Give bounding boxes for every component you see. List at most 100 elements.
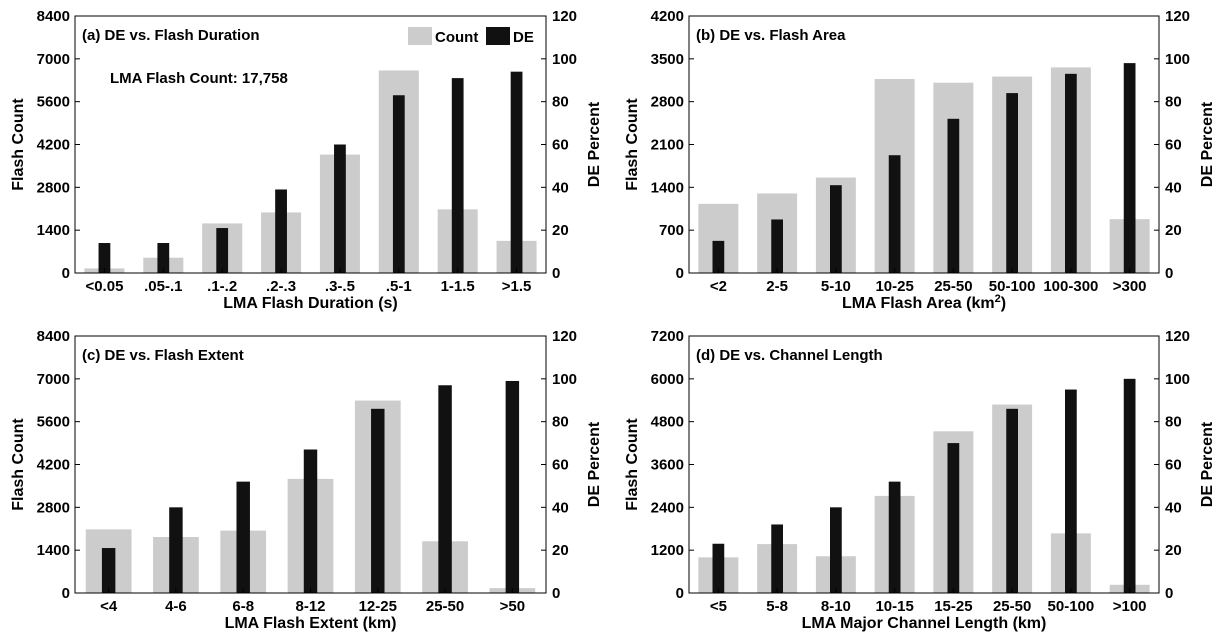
y-axis-title: Flash Count: [624, 98, 641, 191]
left-tick-label: 3600: [651, 457, 684, 474]
x-tick-label: 50-100: [1048, 598, 1095, 615]
right-tick-label: 60: [552, 457, 569, 474]
right-tick-label: 100: [552, 371, 577, 388]
right-tick-label: 80: [552, 94, 569, 111]
de-bar: [830, 185, 842, 273]
de-bar: [275, 189, 287, 273]
de-bar: [169, 507, 183, 593]
de-bar: [1123, 63, 1136, 273]
chart-panel-2: 0 700 1400 2100 2800 3500 4200 0 20 40 60 80 100 120 <…: [624, 8, 1216, 312]
x-axis-title: LMA Flash Area (km2): [842, 293, 1006, 312]
x-tick-label: <2: [710, 278, 727, 295]
x-tick-label: 50-100: [989, 278, 1036, 295]
y2-axis-title: DE Percent: [1199, 421, 1216, 507]
x-tick-label: <5: [710, 598, 727, 615]
panel-title: (b) DE vs. Flash Area: [696, 27, 846, 44]
right-tick-label: 120: [1165, 328, 1190, 345]
right-tick-label: 80: [1165, 414, 1182, 431]
y2-axis-title: DE Percent: [586, 101, 603, 187]
legend-count-label: Count: [435, 29, 478, 46]
de-bar: [1065, 73, 1077, 273]
chart-panel-4: 0 1200 2400 3600 4800 6000 7200 0 20 40 60 80 100 120…: [624, 328, 1216, 632]
right-tick-label: 20: [1165, 542, 1182, 559]
left-tick-label: 5600: [37, 94, 70, 111]
x-axis-title: LMA Major Channel Length (km): [802, 615, 1047, 632]
de-bar: [1065, 389, 1077, 593]
left-tick-label: 2400: [651, 499, 684, 516]
x-tick-label: >100: [1113, 598, 1147, 615]
left-tick-label: 0: [62, 585, 70, 602]
right-tick-label: 0: [552, 265, 560, 282]
de-bar: [712, 543, 725, 593]
x-tick-label: >50: [500, 598, 525, 615]
panel-title: (d) DE vs. Channel Length: [696, 347, 883, 364]
left-tick-label: 2800: [37, 499, 70, 516]
right-tick-label: 40: [552, 499, 569, 516]
de-bar: [830, 507, 842, 593]
y-axis-title: Flash Count: [624, 418, 641, 511]
right-tick-label: 40: [1165, 179, 1182, 196]
de-bar: [334, 144, 346, 273]
left-tick-label: 0: [676, 265, 684, 282]
left-tick-label: 7000: [37, 371, 70, 388]
left-tick-label: 4200: [37, 137, 70, 154]
chart-panel-1: 0 1400 2800 4200 5600 7000 8400 0 20 40 60 80 100 120…: [10, 8, 603, 312]
x-tick-label: .5-1: [386, 278, 412, 295]
panel-title: (a) DE vs. Flash Duration: [82, 27, 260, 44]
y-axis-title: Flash Count: [10, 418, 27, 511]
de-bar: [771, 219, 783, 273]
left-tick-label: 7000: [37, 51, 70, 68]
left-tick-label: 4800: [651, 414, 684, 431]
left-tick-label: 8400: [37, 328, 70, 345]
right-tick-label: 40: [1165, 499, 1182, 516]
right-tick-label: 60: [1165, 457, 1182, 474]
legend-de-label: DE: [513, 29, 534, 46]
x-tick-label: <0.05: [85, 278, 123, 295]
x-tick-label: .2-.3: [266, 278, 296, 295]
chart-panel-3: 0 1400 2800 4200 5600 7000 8400 0 20 40 60 80 100 120…: [10, 328, 603, 632]
de-bar: [98, 243, 111, 273]
left-tick-label: 8400: [37, 8, 70, 25]
de-bar: [888, 481, 901, 593]
x-tick-label: 5-8: [766, 598, 788, 615]
right-tick-label: 60: [552, 137, 569, 154]
de-bar: [510, 71, 523, 273]
legend-count-swatch: [408, 27, 432, 45]
x-tick-label: >1.5: [502, 278, 532, 295]
de-bar: [947, 443, 960, 593]
de-bar: [1006, 408, 1018, 593]
x-tick-label: 25-50: [934, 278, 972, 295]
de-bar: [236, 481, 250, 593]
de-bar: [1006, 93, 1018, 273]
de-bar: [157, 243, 170, 273]
de-bar: [1123, 378, 1136, 593]
right-tick-label: 80: [552, 414, 569, 431]
de-bar: [771, 524, 783, 593]
right-tick-label: 0: [1165, 585, 1173, 602]
legend-de-swatch: [486, 27, 510, 45]
de-bar: [947, 118, 960, 273]
left-tick-label: 2100: [651, 137, 684, 154]
left-tick-label: 4200: [37, 457, 70, 474]
right-tick-label: 120: [552, 328, 577, 345]
de-bar: [371, 408, 385, 593]
right-tick-label: 0: [1165, 265, 1173, 282]
x-tick-label: 4-6: [165, 598, 187, 615]
left-tick-label: 3500: [651, 51, 684, 68]
x-tick-label: 100-300: [1043, 278, 1098, 295]
left-tick-label: 7200: [651, 328, 684, 345]
flash-count-annotation: LMA Flash Count: 17,758: [110, 70, 288, 87]
x-tick-label: 15-25: [934, 598, 972, 615]
x-tick-label: 1-1.5: [441, 278, 475, 295]
x-tick-label: 25-50: [426, 598, 464, 615]
x-tick-label: 6-8: [232, 598, 254, 615]
de-bar: [888, 155, 901, 273]
x-tick-label: .05-.1: [144, 278, 182, 295]
left-tick-label: 6000: [651, 371, 684, 388]
right-tick-label: 60: [1165, 137, 1182, 154]
de-bar: [438, 385, 452, 593]
x-tick-label: 2-5: [766, 278, 788, 295]
de-bar: [505, 380, 520, 593]
de-bar: [216, 228, 229, 273]
right-tick-label: 40: [552, 179, 569, 196]
